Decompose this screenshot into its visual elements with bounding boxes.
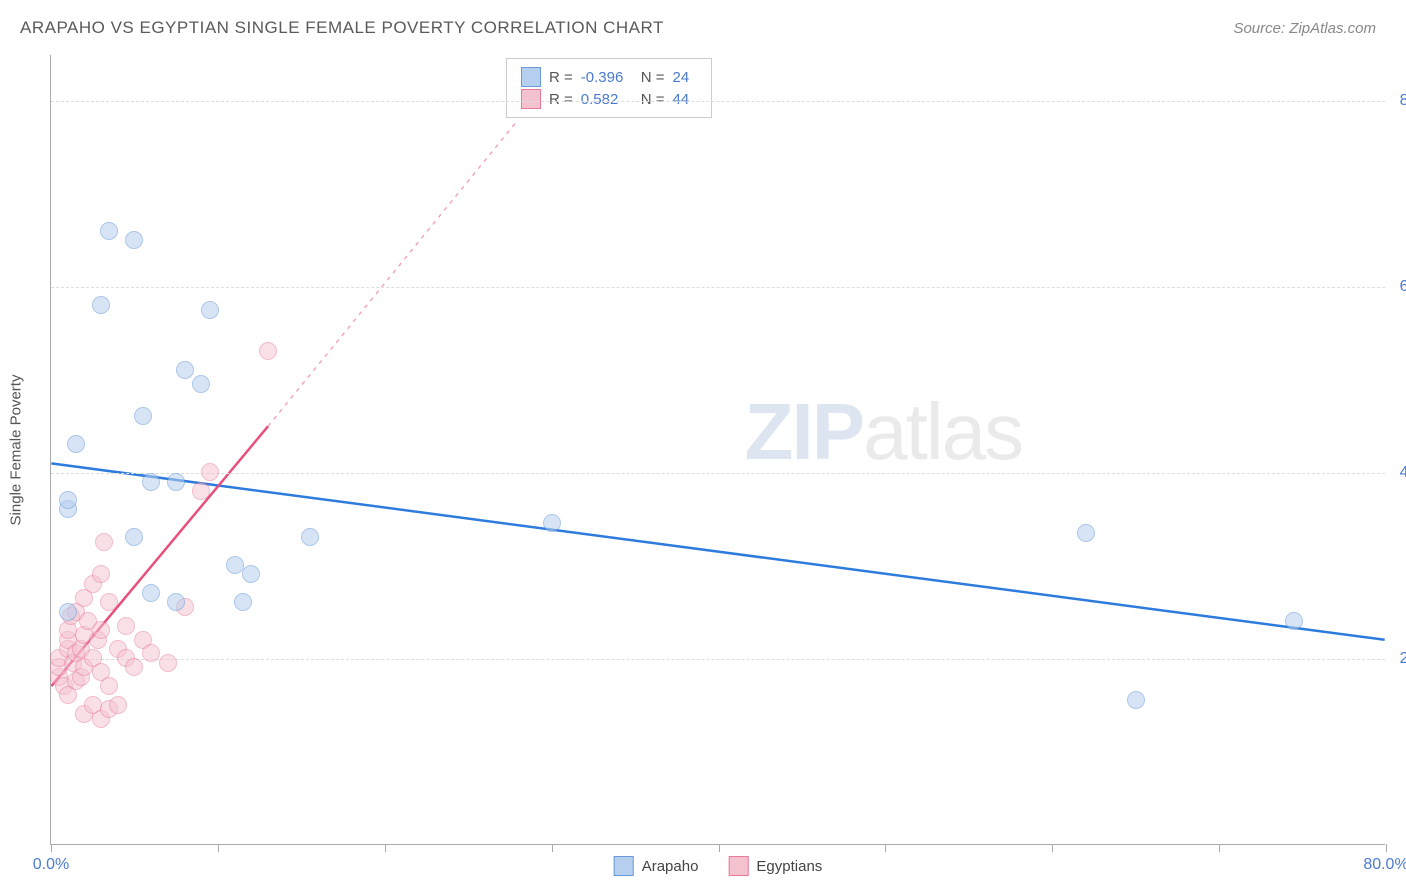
data-point [100,222,118,240]
x-tick [1386,844,1387,852]
source-label: Source: ZipAtlas.com [1233,20,1376,37]
swatch-arapaho [521,67,541,87]
data-point [192,375,210,393]
data-point [142,473,160,491]
data-point [92,565,110,583]
x-tick-label: 0.0% [33,856,69,874]
data-point [134,407,152,425]
data-point [201,463,219,481]
swatch-egyptians-icon [728,856,748,876]
x-tick [1219,844,1220,852]
gridline [51,287,1385,288]
y-tick-label: 60.0% [1400,278,1406,296]
data-point [125,658,143,676]
data-point [301,528,319,546]
x-tick [552,844,553,852]
chart-title: ARAPAHO VS EGYPTIAN SINGLE FEMALE POVERT… [20,18,664,38]
data-point [95,533,113,551]
y-axis-label: Single Female Poverty [8,374,25,525]
data-point [125,528,143,546]
swatch-egyptians [521,89,541,109]
x-tick-label: 80.0% [1363,856,1406,874]
data-point [159,654,177,672]
r-value-arapaho: -0.396 [581,69,633,86]
data-point [59,603,77,621]
legend-stats: R = -0.396 N = 24 R = 0.582 N = 44 [506,58,712,118]
data-point [234,593,252,611]
x-tick [885,844,886,852]
legend-item-egyptians: Egyptians [728,856,822,876]
data-point [67,435,85,453]
data-point [226,556,244,574]
x-tick [51,844,52,852]
data-point [1285,612,1303,630]
data-point [1127,691,1145,709]
n-value-egyptians: 44 [673,91,697,108]
r-value-egyptians: 0.582 [581,91,633,108]
data-point [59,491,77,509]
gridline [51,659,1385,660]
data-point [92,621,110,639]
legend-row-arapaho: R = -0.396 N = 24 [521,67,697,87]
trend-lines [51,55,1385,844]
x-tick [218,844,219,852]
x-tick [1052,844,1053,852]
data-point [543,514,561,532]
legend-row-egyptians: R = 0.582 N = 44 [521,89,697,109]
y-tick-label: 80.0% [1400,92,1406,110]
data-point [1077,524,1095,542]
data-point [117,617,135,635]
data-point [242,565,260,583]
data-point [92,296,110,314]
legend-series: Arapaho Egyptians [614,856,823,876]
data-point [100,593,118,611]
gridline [51,473,1385,474]
data-point [167,593,185,611]
watermark: ZIPatlas [745,386,1022,478]
n-value-arapaho: 24 [673,69,697,86]
scatter-chart: Single Female Poverty ZIPatlas R = -0.39… [50,55,1385,845]
data-point [125,231,143,249]
data-point [192,482,210,500]
data-point [176,361,194,379]
gridline [51,101,1385,102]
data-point [142,584,160,602]
y-tick-label: 20.0% [1400,650,1406,668]
legend-item-arapaho: Arapaho [614,856,699,876]
data-point [100,677,118,695]
swatch-arapaho-icon [614,856,634,876]
data-point [259,342,277,360]
data-point [142,644,160,662]
y-tick-label: 40.0% [1400,464,1406,482]
x-tick [719,844,720,852]
data-point [167,473,185,491]
data-point [201,301,219,319]
data-point [109,696,127,714]
x-tick [385,844,386,852]
